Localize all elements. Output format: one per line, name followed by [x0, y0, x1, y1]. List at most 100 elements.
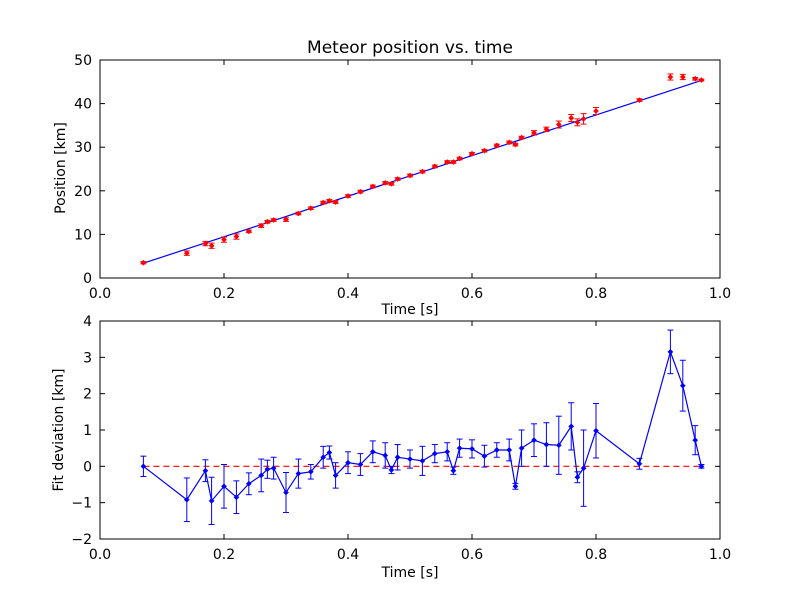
deviation-point [512, 483, 519, 490]
deviation-x-tick-label: 0.0 [89, 547, 111, 563]
deviation-point [568, 423, 575, 430]
position-point [574, 119, 581, 126]
position-point [667, 74, 674, 80]
position-point [140, 259, 147, 266]
position-point [183, 250, 190, 257]
deviation-point [270, 465, 277, 472]
deviation-point [518, 445, 525, 452]
position-point [233, 233, 240, 240]
deviation-axes-background [100, 321, 720, 539]
position-point [307, 205, 314, 212]
position-point [444, 159, 451, 165]
deviation-point [345, 459, 351, 466]
position-point [357, 188, 364, 195]
deviation-point [692, 437, 699, 444]
position-point [295, 210, 302, 217]
position-point [469, 150, 475, 157]
position-point [481, 147, 488, 154]
deviation-point [580, 465, 587, 472]
position-point [326, 197, 333, 204]
deviation-y-axis-label: Fit deviation [km] [51, 368, 67, 491]
deviation-y-tick-label: −1 [71, 496, 92, 512]
position-y-axis-label: Position [km] [53, 122, 69, 214]
position-point [208, 242, 215, 249]
deviation-point [531, 437, 537, 444]
deviation-panel: 0.0 0.2 0.4 0.6 0.8 1.0 −2 −1 0 1 2 3 4 Time [s] Fi… [51, 314, 731, 581]
deviation-y-tick-label: 2 [83, 387, 92, 403]
position-plot-area [99, 59, 721, 279]
deviation-point [382, 452, 389, 459]
position-point [407, 172, 413, 179]
deviation-point [357, 461, 364, 468]
position-point [388, 180, 395, 187]
position-x-axis-label: Time [s] [381, 302, 439, 318]
deviation-plot-area [99, 320, 721, 540]
deviation-y-tick-label: 3 [83, 350, 92, 366]
deviation-point [258, 472, 265, 479]
position-point [555, 121, 562, 128]
deviation-point [245, 480, 252, 487]
position-point [593, 108, 599, 114]
position-panel: Meteor position vs. time 0.0 0.2 0.4 0.6 0.8… [53, 38, 731, 318]
deviation-point [407, 456, 413, 463]
deviation-point [320, 454, 327, 461]
deviation-x-tick-label: 1.0 [709, 547, 731, 563]
position-point [283, 216, 289, 223]
deviation-point [183, 496, 190, 503]
deviation-point [208, 497, 215, 504]
deviation-point [369, 448, 376, 455]
deviation-point [574, 474, 581, 481]
deviation-point [140, 463, 147, 470]
deviation-point [295, 470, 302, 477]
deviation-point [332, 472, 339, 479]
deviation-x-tick-label: 0.8 [585, 547, 607, 563]
position-point [382, 179, 389, 186]
deviation-point [431, 450, 438, 457]
position-point [270, 217, 277, 223]
position-point [512, 141, 519, 148]
deviation-x-tick-label: 0.6 [461, 547, 483, 563]
position-point [320, 199, 327, 206]
deviation-point [388, 467, 395, 473]
deviation-point [394, 454, 401, 461]
position-x-tick-label: 0.0 [89, 286, 111, 302]
position-point [394, 176, 401, 182]
deviation-point [326, 449, 333, 456]
position-point [245, 228, 252, 235]
deviation-point [679, 382, 686, 389]
deviation-point [593, 427, 599, 434]
deviation-point [456, 445, 463, 452]
position-point [264, 218, 271, 225]
deviation-y-tick-label: −2 [71, 532, 92, 548]
position-point [456, 155, 463, 162]
position-point [518, 134, 525, 141]
position-point [258, 222, 265, 229]
position-point [369, 183, 376, 190]
position-point [531, 129, 537, 136]
position-y-tick-label: 40 [74, 97, 92, 113]
deviation-point [307, 468, 314, 475]
deviation-point [419, 457, 426, 464]
deviation-point [543, 441, 550, 448]
chart-title: Meteor position vs. time [307, 38, 513, 58]
position-point [679, 74, 686, 80]
deviation-point [493, 447, 500, 453]
position-x-tick-label: 0.2 [213, 286, 235, 302]
deviation-point [555, 442, 562, 449]
position-y-tick-label: 50 [74, 53, 92, 69]
deviation-y-ticks: −2 −1 0 1 2 3 4 [71, 314, 720, 548]
deviation-point [469, 445, 475, 452]
position-point [431, 163, 438, 170]
position-point [692, 75, 699, 82]
deviation-y-tick-label: 0 [83, 459, 92, 475]
deviation-y-tick-label: 4 [83, 314, 92, 330]
position-point [493, 142, 500, 149]
deviation-series-line [143, 349, 702, 503]
position-x-tick-label: 1.0 [709, 286, 731, 302]
position-axes-background [100, 60, 720, 278]
position-y-ticks: 0 10 20 30 40 50 [74, 53, 720, 287]
deviation-point [264, 466, 271, 473]
deviation-point [506, 447, 513, 453]
deviation-x-tick-label: 0.4 [337, 547, 359, 563]
deviation-point [667, 348, 674, 355]
